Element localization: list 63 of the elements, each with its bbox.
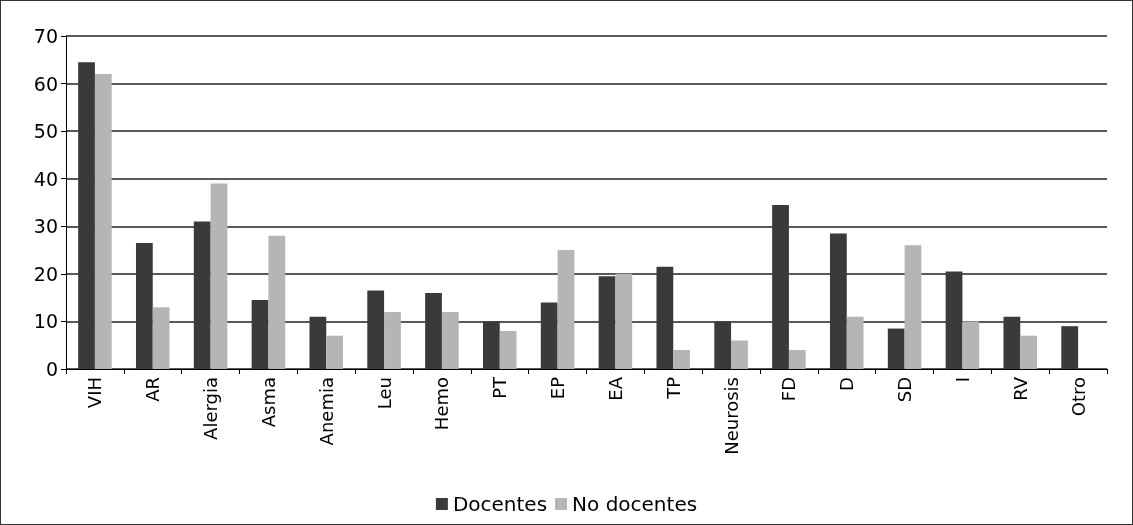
bar [425,292,442,369]
bar [772,204,789,369]
x-tick-label: EP [547,376,569,400]
y-tick-label: 10 [33,310,58,333]
bar [846,316,864,369]
bar [152,307,170,369]
bar [1020,335,1038,369]
bar [367,290,385,369]
y-tick-label: 60 [33,72,58,95]
x-tick-label: Anemia [315,377,337,446]
bar [1061,326,1079,369]
bar [268,235,286,369]
bar [788,349,806,369]
bar [78,62,95,369]
y-tick-label: 50 [33,120,58,143]
bar [482,321,500,369]
bar [135,242,153,369]
x-tick-label: I [951,377,973,383]
bar [326,335,344,369]
x-tick-label: PT [489,376,511,399]
bar [615,273,633,369]
bar [656,266,674,369]
bar [441,311,459,369]
bar [94,74,112,369]
x-tick-label: RV [1009,376,1031,401]
x-tick-label: Neurosis [720,377,742,455]
y-tick-label: 0 [45,358,58,380]
x-tick-label: Otro [1067,377,1089,417]
legend-label: Docentes [452,492,548,516]
bar [210,183,228,369]
bar [251,300,269,369]
bar [731,340,748,369]
bar [962,321,980,369]
bar [193,221,211,369]
bar [904,245,922,369]
x-tick-label: Leu [373,377,395,410]
y-tick-label: 30 [33,215,58,238]
bar [598,276,616,369]
y-tick-label: 70 [33,25,58,47]
x-tick-label: EA [604,376,626,401]
x-tick-label: Asma [257,377,279,428]
bar [384,311,401,369]
bar [557,250,575,369]
bar [945,271,963,369]
bar [714,321,732,369]
x-tick-label: AR [142,377,164,402]
x-tick-label: SD [894,377,916,403]
bar [499,330,517,369]
x-tick-label: TP [662,376,684,400]
bar [540,302,558,369]
bar [309,316,327,369]
x-tick-label: Alergia [200,377,222,440]
x-tick-label: FD [778,377,800,402]
bar [887,328,905,369]
bar [829,233,847,369]
x-tick-label: D [836,377,858,391]
bar [1003,316,1021,369]
y-tick-label: 20 [33,262,58,285]
x-tick-label: Hemo [431,377,453,431]
y-tick-label: 40 [33,167,58,190]
x-tick-label: VIH [84,377,106,409]
legend-label: No docentes [572,492,698,516]
bar [673,349,691,369]
